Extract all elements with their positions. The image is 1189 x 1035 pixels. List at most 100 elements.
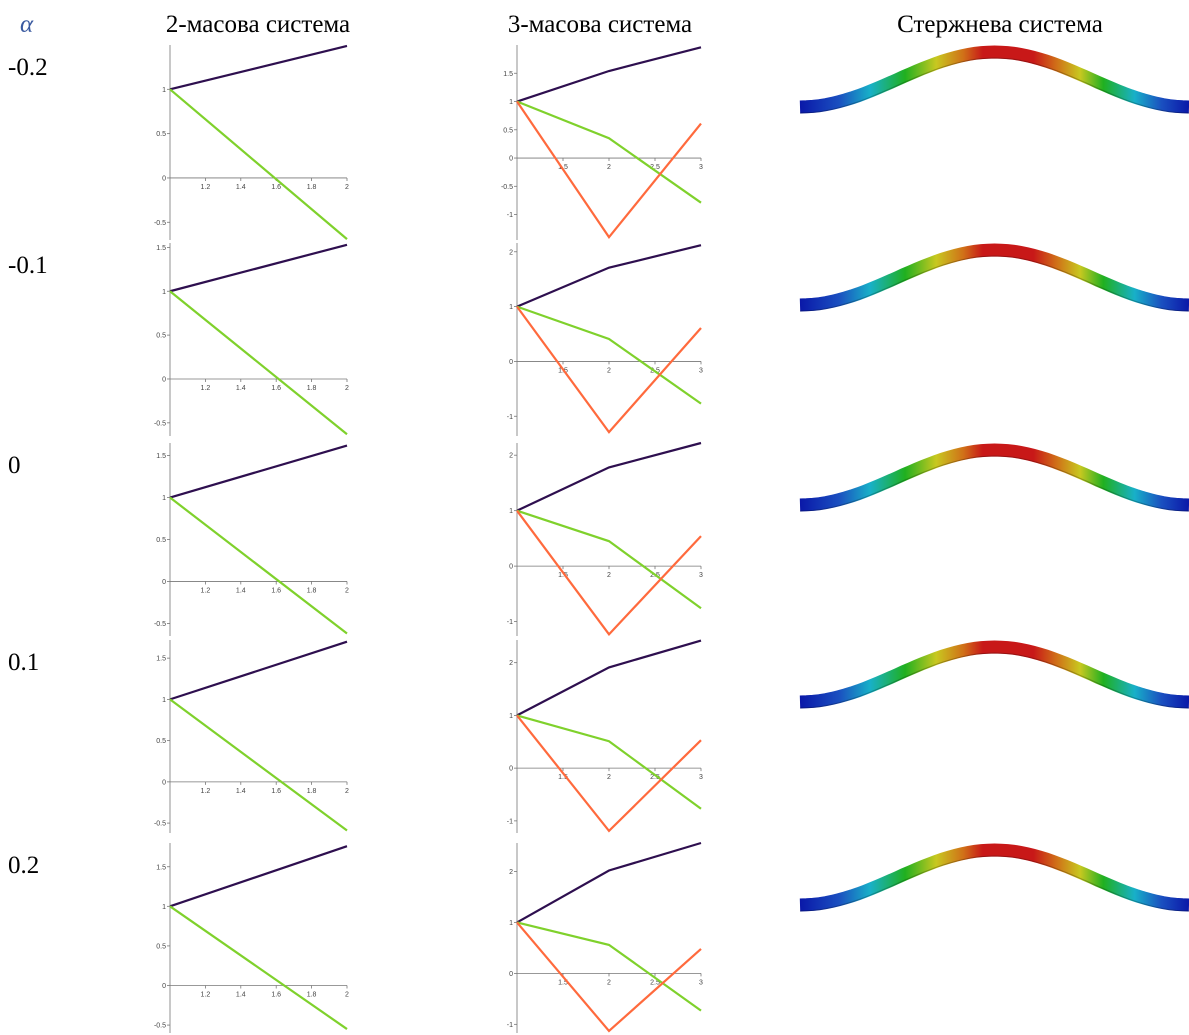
column-header: 2-масова система <box>166 11 350 38</box>
series-line <box>170 699 347 830</box>
series-line <box>517 307 701 404</box>
x-tick-label: 2 <box>345 788 349 795</box>
y-tick-label: 1 <box>509 920 513 927</box>
x-tick-label: 2 <box>345 992 349 999</box>
alpha-value: -0.2 <box>8 54 48 81</box>
column-header: 3-масова система <box>508 11 692 38</box>
y-tick-label: -0.5 <box>154 1023 166 1030</box>
beam <box>800 250 1189 305</box>
x-tick-label: 1.4 <box>236 788 246 795</box>
y-tick-label: 1 <box>162 289 166 296</box>
y-tick-label: 0.5 <box>156 333 166 340</box>
series-line <box>517 245 701 306</box>
series-line <box>170 642 347 700</box>
x-tick-label: 2 <box>607 367 611 374</box>
y-tick-label: -0.5 <box>154 621 166 628</box>
y-tick-label: -0.5 <box>154 220 166 227</box>
y-tick-label: -0.5 <box>154 420 166 427</box>
y-tick-label: 1 <box>162 495 166 502</box>
series-line <box>517 511 701 609</box>
x-tick-label: 1.8 <box>307 788 317 795</box>
series-line <box>517 843 701 922</box>
x-tick-label: 2 <box>607 979 611 986</box>
series-line <box>170 46 347 89</box>
beam <box>800 647 1189 702</box>
x-tick-label: 1.6 <box>271 992 281 999</box>
y-tick-label: 0 <box>509 359 513 366</box>
series-line <box>517 641 701 716</box>
x-tick-label: 3 <box>699 367 703 374</box>
x-tick-label: 1.4 <box>236 992 246 999</box>
y-tick-label: 0 <box>509 564 513 571</box>
x-tick-label: 1.4 <box>236 385 246 392</box>
series-line <box>517 922 701 1030</box>
y-tick-label: 0 <box>162 376 166 383</box>
series-line <box>170 245 347 291</box>
y-tick-label: 1 <box>509 99 513 106</box>
series-line <box>517 443 701 511</box>
y-tick-label: 0 <box>162 779 166 786</box>
y-tick-label: 0.5 <box>156 943 166 950</box>
y-tick-label: 1.5 <box>156 864 166 871</box>
y-tick-label: 2 <box>509 249 513 256</box>
alpha-value: 0.1 <box>8 649 39 676</box>
beam <box>800 52 1189 107</box>
x-tick-label: 1.4 <box>236 587 246 594</box>
y-tick-label: -1 <box>507 414 513 421</box>
y-tick-label: 0 <box>162 983 166 990</box>
x-tick-label: 1.6 <box>271 385 281 392</box>
beam-edge <box>800 456 1189 511</box>
y-tick-label: 1.5 <box>156 656 166 663</box>
x-tick-label: 1.8 <box>307 184 317 191</box>
x-tick-label: 1.2 <box>201 385 211 392</box>
x-tick-label: 1.2 <box>201 587 211 594</box>
alpha-header: α <box>20 11 34 38</box>
x-tick-label: 1.6 <box>271 184 281 191</box>
series-line <box>517 922 701 1010</box>
x-tick-label: 1.2 <box>201 788 211 795</box>
page: {"header": {"alpha": "α", "col2": "2-мас… <box>0 0 1189 1035</box>
alpha-value: 0.2 <box>8 852 39 879</box>
x-tick-label: 3 <box>699 572 703 579</box>
y-tick-label: 0.5 <box>156 738 166 745</box>
y-tick-label: 0.5 <box>503 127 513 134</box>
x-tick-label: 1.6 <box>271 587 281 594</box>
y-tick-label: 0 <box>509 971 513 978</box>
y-tick-label: 1.5 <box>503 71 513 78</box>
column-header: Стержнева система <box>897 11 1103 38</box>
x-tick-label: 1.2 <box>201 184 211 191</box>
y-tick-label: -0.5 <box>154 821 166 828</box>
y-tick-label: 1 <box>509 508 513 515</box>
series-line <box>517 47 701 101</box>
beam-edge <box>800 256 1189 311</box>
x-tick-label: 2 <box>607 164 611 171</box>
y-tick-label: 1 <box>509 713 513 720</box>
y-tick-label: -1 <box>507 212 513 219</box>
series-line <box>517 102 701 203</box>
beam <box>800 450 1189 505</box>
y-tick-label: 0.5 <box>156 131 166 138</box>
y-tick-label: 2 <box>509 869 513 876</box>
y-tick-label: -1 <box>507 818 513 825</box>
y-tick-label: 1.5 <box>156 453 166 460</box>
beam-edge <box>800 58 1189 113</box>
series-line <box>170 291 347 434</box>
figure: α 2-масова система 3-масова система Стер… <box>0 0 1189 1035</box>
beam-edge <box>800 856 1189 911</box>
y-tick-label: 1.5 <box>156 245 166 252</box>
beam <box>800 850 1189 905</box>
x-tick-label: 3 <box>699 774 703 781</box>
alpha-value: 0 <box>8 452 21 479</box>
y-tick-label: 1 <box>162 904 166 911</box>
y-tick-label: -1 <box>507 1022 513 1029</box>
y-tick-label: 1 <box>162 697 166 704</box>
series-line <box>170 446 347 498</box>
beam-edge <box>800 653 1189 708</box>
y-tick-label: 0.5 <box>156 537 166 544</box>
x-tick-label: 2 <box>345 587 349 594</box>
alpha-value: -0.1 <box>8 252 48 279</box>
x-tick-label: 2 <box>607 572 611 579</box>
y-tick-label: 0 <box>162 175 166 182</box>
series-line <box>170 89 347 239</box>
x-tick-label: 1.8 <box>307 992 317 999</box>
